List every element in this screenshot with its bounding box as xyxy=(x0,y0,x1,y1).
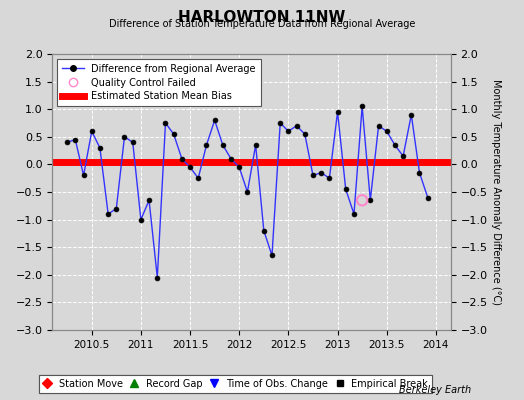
Text: Berkeley Earth: Berkeley Earth xyxy=(399,385,472,395)
Text: HARLOWTON 11NW: HARLOWTON 11NW xyxy=(178,10,346,25)
Text: Difference of Station Temperature Data from Regional Average: Difference of Station Temperature Data f… xyxy=(109,19,415,29)
Point xyxy=(358,197,366,204)
Y-axis label: Monthly Temperature Anomaly Difference (°C): Monthly Temperature Anomaly Difference (… xyxy=(492,79,501,305)
Legend: Station Move, Record Gap, Time of Obs. Change, Empirical Break: Station Move, Record Gap, Time of Obs. C… xyxy=(39,375,432,393)
